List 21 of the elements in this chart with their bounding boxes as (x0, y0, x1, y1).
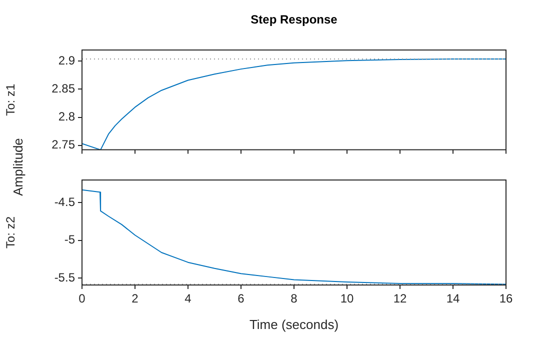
y-tick-label: -4.5 (54, 194, 76, 209)
y-tick-label: 2.9 (58, 54, 76, 68)
y-tick-label: -5.5 (54, 270, 76, 285)
y-axis-title: To: z1 (4, 84, 18, 116)
x-tick-label: 16 (499, 292, 513, 306)
x-tick-label: 8 (290, 292, 298, 306)
y-tick-label: 2.85 (52, 82, 76, 96)
x-tick-label: 2 (132, 292, 139, 306)
x-tick-label: 14 (446, 292, 460, 306)
y-axis-title: To: z2 (4, 216, 18, 249)
x-tick-label: 10 (340, 292, 354, 306)
x-tick-label: 0 (78, 292, 86, 306)
x-tick-label: 12 (393, 292, 407, 306)
text: Amplitude (10, 138, 26, 196)
x-tick-label: 4 (184, 292, 192, 306)
x-axis-title: Time (seconds) (249, 316, 339, 332)
y-tick-label: 2.8 (58, 110, 76, 124)
y-tick-label: -5 (64, 232, 76, 247)
x-tick-label: 6 (238, 292, 245, 306)
y-tick-label: 2.75 (52, 138, 76, 152)
chart-title: Step Response (250, 12, 338, 26)
